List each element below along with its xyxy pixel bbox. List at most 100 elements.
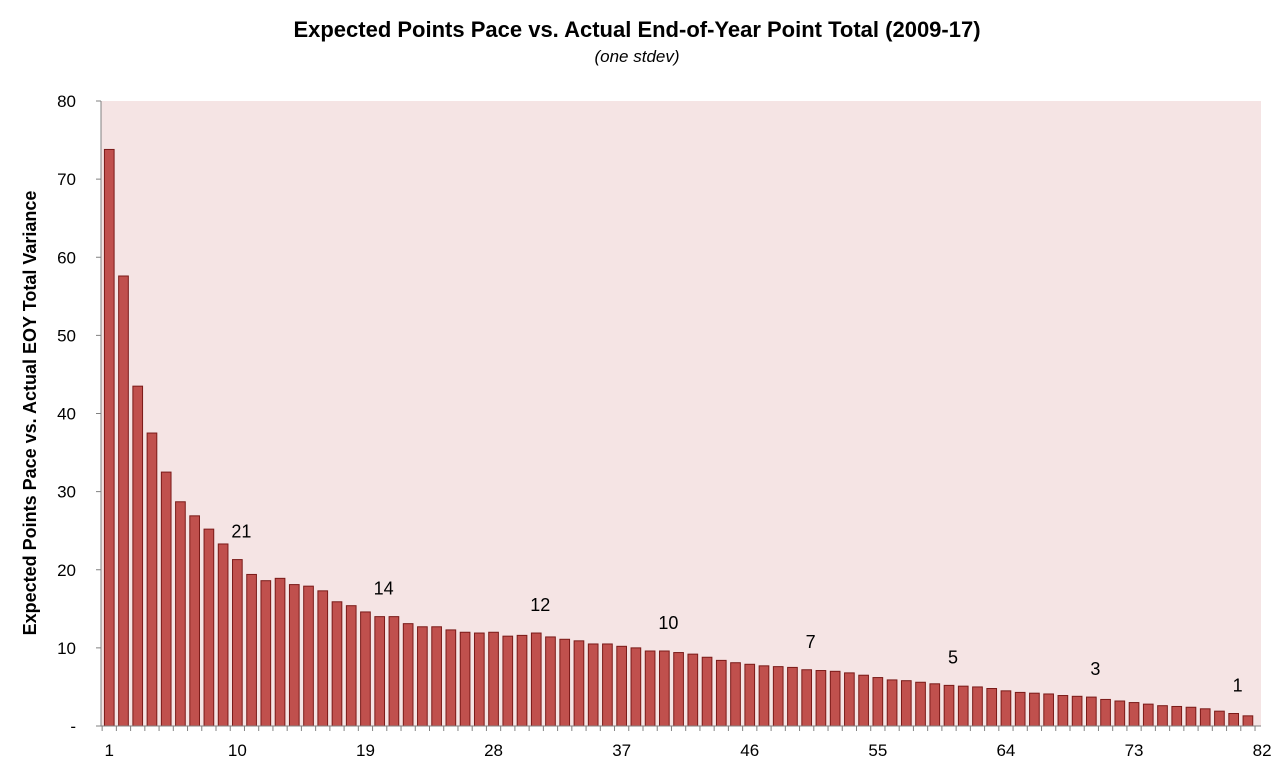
bar [530, 632, 542, 727]
bar [132, 385, 144, 727]
data-label: 3 [1090, 659, 1100, 679]
bar [858, 674, 869, 727]
data-label: 12 [530, 595, 550, 615]
bar [1057, 695, 1069, 727]
bar [445, 629, 457, 727]
bar [417, 626, 428, 727]
bar [1214, 710, 1225, 727]
bar [118, 275, 129, 727]
data-label: 1 [1233, 676, 1243, 696]
bar [787, 666, 798, 727]
bar [388, 616, 400, 727]
bar [1071, 695, 1083, 727]
y-tick-label: 40 [57, 405, 76, 424]
data-label: 5 [948, 647, 958, 667]
bar [288, 584, 300, 727]
bar [160, 471, 172, 727]
bar [103, 148, 115, 727]
data-label: 7 [806, 632, 816, 652]
bar [1100, 698, 1111, 727]
bar [630, 647, 642, 727]
y-tick-label: 10 [57, 639, 76, 658]
bar [957, 685, 969, 727]
bar [886, 679, 898, 727]
bar [730, 662, 741, 727]
bar [659, 650, 670, 727]
x-tick-label: 10 [228, 741, 247, 760]
x-tick-label: 1 [105, 741, 114, 760]
x-tick-label: 82 [1253, 741, 1272, 760]
data-label: 10 [658, 613, 678, 633]
bar [1185, 706, 1197, 727]
x-tick-label: 19 [356, 741, 375, 760]
bar [175, 501, 186, 727]
y-tick-label: 60 [57, 248, 76, 267]
bar [844, 672, 855, 727]
bar [473, 632, 485, 727]
y-tick-label: 20 [57, 561, 76, 580]
bar [1157, 705, 1168, 727]
bar [374, 616, 386, 727]
bar [1000, 690, 1012, 727]
bar [1199, 708, 1211, 727]
bar [715, 659, 727, 727]
bar [146, 432, 158, 727]
y-tick-label: 30 [57, 483, 76, 502]
bar [402, 623, 414, 727]
bar [673, 652, 684, 727]
y-tick-label: 70 [57, 170, 76, 189]
y-tick-label: 50 [57, 326, 76, 345]
bar [502, 635, 514, 727]
bar [587, 643, 599, 727]
bar [232, 559, 243, 727]
bar [573, 640, 585, 727]
bar [274, 577, 286, 727]
bar [203, 528, 215, 727]
bar [1228, 713, 1240, 727]
x-tick-label: 37 [612, 741, 631, 760]
bar [1114, 700, 1126, 727]
x-tick-label: 73 [1125, 741, 1144, 760]
x-tick-label: 46 [740, 741, 759, 760]
bar [559, 638, 571, 727]
bar [644, 650, 656, 727]
bar [1014, 691, 1026, 727]
bar [801, 669, 813, 727]
bar [900, 680, 912, 727]
data-label: 21 [231, 522, 251, 542]
bar [1086, 696, 1097, 727]
bar [972, 686, 983, 727]
bar [929, 683, 941, 727]
bar [758, 665, 770, 727]
bar [331, 601, 343, 727]
bar [545, 636, 556, 727]
data-label: 14 [374, 579, 394, 599]
chart-subtitle: (one stdev) [594, 47, 679, 66]
y-axis-label: Expected Points Pace vs. Actual EOY Tota… [20, 191, 40, 636]
bar [317, 590, 329, 727]
bar [829, 670, 841, 727]
data-labels-group: 21 14 12 10 7 5 3 1 [231, 522, 1242, 696]
bar [189, 515, 200, 727]
bar [616, 645, 627, 727]
x-tick-label: 55 [868, 741, 887, 760]
y-tick-label: 80 [57, 92, 76, 111]
bar [744, 663, 756, 727]
bar [246, 573, 257, 727]
bar [431, 626, 442, 727]
bar [872, 677, 884, 727]
bar [815, 670, 827, 727]
bar [1142, 703, 1154, 727]
bar [303, 585, 314, 727]
bar [260, 580, 272, 727]
bar [1171, 705, 1183, 727]
bar [1242, 715, 1254, 727]
bar [516, 634, 528, 727]
bar [217, 543, 229, 727]
y-tick-label: - [70, 717, 76, 736]
bar [1043, 693, 1054, 727]
bar [345, 605, 357, 727]
